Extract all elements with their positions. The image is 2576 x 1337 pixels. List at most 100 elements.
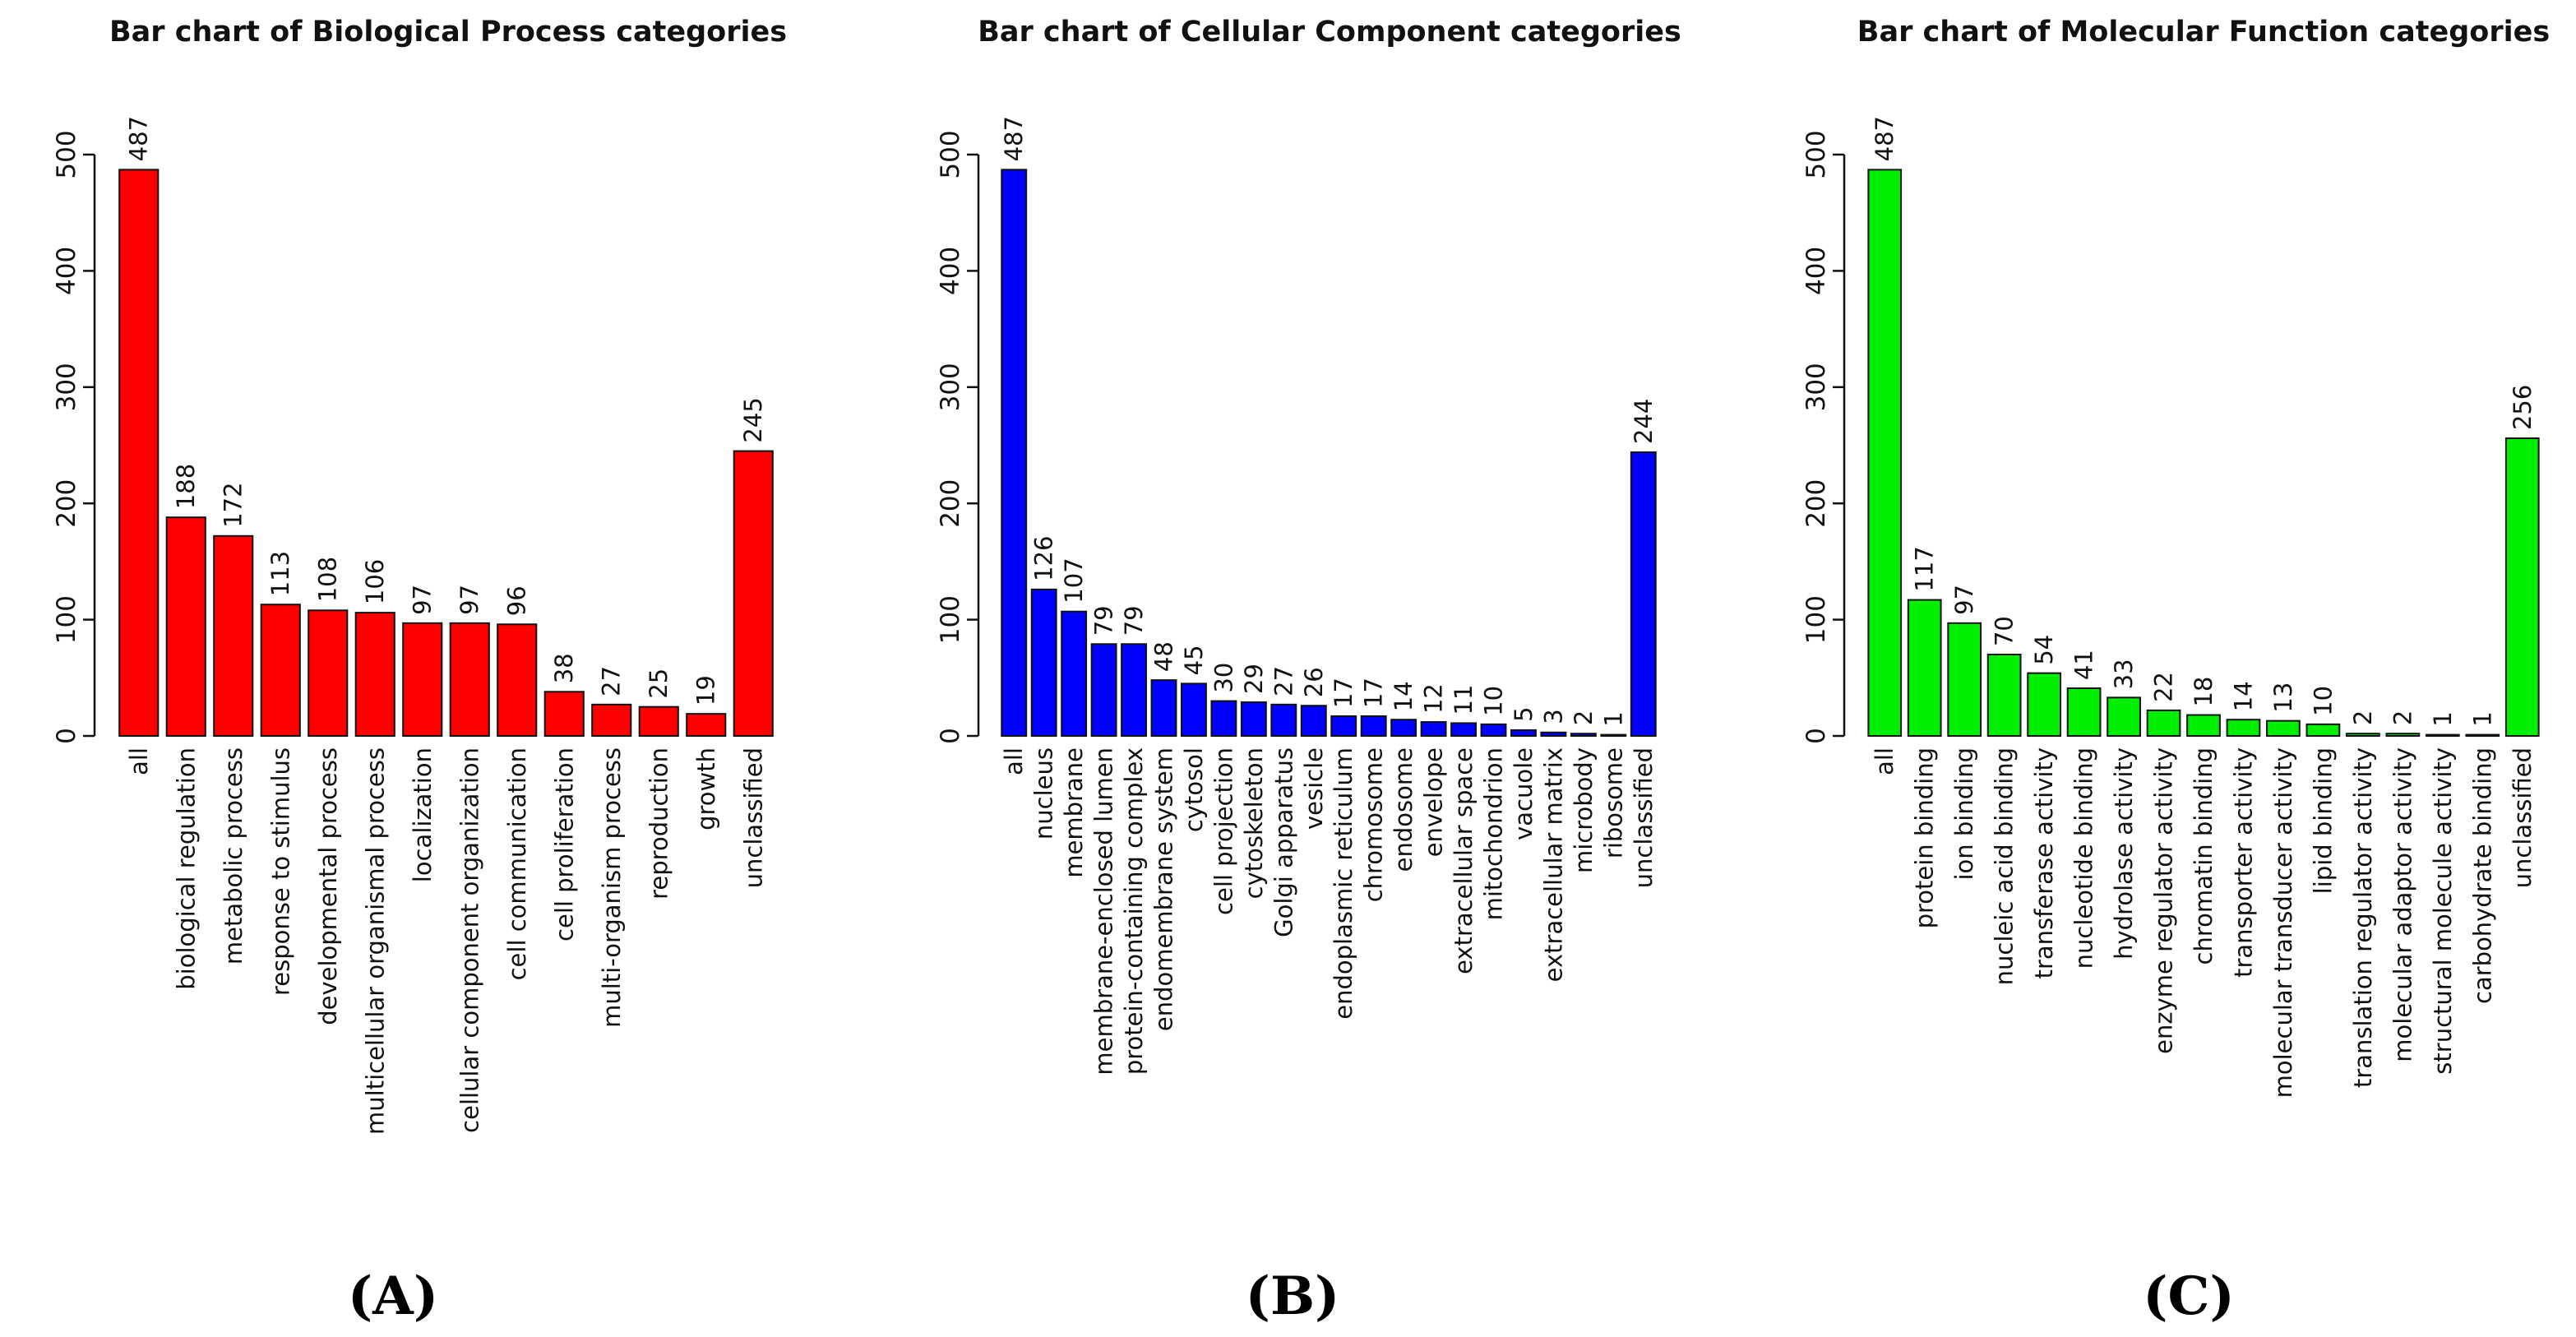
category-label: localization [409,747,437,882]
category-label: metabolic process [220,747,247,965]
category-label: ribosome [1599,747,1627,858]
bar [213,534,254,737]
bar [1001,169,1028,737]
category-label: cell projection [1209,747,1237,915]
bar [2066,687,2102,737]
bar [1420,721,1447,737]
category-label: protein binding [1911,747,1939,928]
y-tick-label: 200 [936,479,965,528]
category-label: unclassified [1630,747,1658,888]
data-label: 2 [2389,710,2416,725]
data-label: 79 [1090,605,1118,636]
category-label: transferase activity [2030,747,2058,978]
data-label: 97 [456,585,483,615]
category-label: ion binding [1950,747,1978,881]
data-label: 45 [1180,645,1208,675]
bar [402,622,443,737]
chart-title: Bar chart of Cellular Component categori… [978,16,1681,49]
category-label: developmental process [314,747,342,1025]
y-tick-label: 400 [936,247,965,295]
data-label: 126 [1030,535,1058,581]
data-label: 245 [739,397,767,442]
bar [449,622,490,737]
bar [2266,719,2301,737]
data-label: 19 [692,675,720,706]
data-label: 487 [1871,116,1898,161]
data-label: 3 [1539,709,1567,724]
bar [2107,696,2141,738]
bar [2305,723,2341,737]
y-tick-label: 200 [52,479,81,528]
data-label: 2 [2349,710,2377,725]
bar [1030,588,1057,737]
category-label: hydrolase activity [2110,747,2138,960]
y-tick-label: 300 [1801,363,1831,411]
data-label: 1 [2429,711,2457,726]
category-label: membrane [1060,747,1088,878]
bar [1150,679,1177,737]
bar [497,623,538,737]
y-tick-label: 200 [1801,479,1831,528]
category-label: reproduction [645,747,673,900]
bar [118,169,160,737]
data-label: 54 [2030,635,2058,665]
chart-title: Bar chart of Biological Process categori… [109,16,787,49]
data-label: 10 [1480,686,1508,716]
category-label: nucleotide binding [2070,747,2098,969]
chart-panel-1: Bar chart of Biological Process categori… [52,16,787,1327]
data-label: 487 [125,116,153,161]
y-tick-label: 0 [52,728,81,744]
bar [1240,701,1267,738]
category-label: Golgi apparatus [1270,747,1297,937]
bar [1061,610,1088,738]
data-label: 26 [1300,667,1328,697]
data-label: 106 [361,559,389,604]
bar [1360,715,1387,737]
data-label: 14 [2229,681,2257,711]
y-tick-label: 400 [52,247,81,295]
bar [165,516,206,738]
category-label: unclassified [2509,747,2537,888]
data-label: 17 [1330,678,1357,708]
y-tick-label: 500 [52,130,81,178]
chart-panel-3: Bar chart of Molecular Function categori… [1801,16,2550,1327]
bar [686,713,727,737]
category-label: chromosome [1360,747,1388,902]
category-label: nucleus [1030,747,1058,840]
category-label: nucleic acid binding [1991,747,2019,985]
category-label: extracellular matrix [1539,747,1567,982]
data-label: 96 [503,585,531,616]
data-label: 12 [1420,683,1448,714]
panel-label: (C) [2143,1265,2235,1327]
category-label: all [1000,747,1028,775]
data-label: 14 [1390,681,1417,711]
y-tick-label: 100 [936,595,965,644]
category-label: cell communication [503,747,531,980]
data-label: 97 [409,585,437,615]
bar [308,609,349,738]
y-tick-label: 0 [1801,728,1831,744]
bar [2504,437,2540,737]
bar [1090,643,1117,738]
category-label: transporter activity [2229,747,2257,978]
category-label: unclassified [739,747,767,888]
data-label: 2 [1570,710,1598,725]
data-label: 30 [1209,663,1237,693]
category-label: growth [692,747,720,830]
category-label: endosome [1390,747,1417,872]
data-label: 172 [220,482,247,527]
category-label: biological regulation [172,747,200,990]
bar [1630,451,1657,737]
data-label: 70 [1991,616,2019,646]
category-label: multicellular organismal process [361,747,389,1135]
category-label: response to stimulus [266,747,294,996]
bar [260,604,301,738]
category-label: envelope [1420,747,1448,857]
category-label: molecular adaptor activity [2389,747,2416,1062]
category-label: multi-organism process [598,747,626,1028]
category-label: enzyme regulator activity [2150,747,2178,1054]
data-label: 5 [1510,706,1538,721]
y-tick-label: 300 [936,363,965,411]
category-label: microbody [1570,747,1598,873]
